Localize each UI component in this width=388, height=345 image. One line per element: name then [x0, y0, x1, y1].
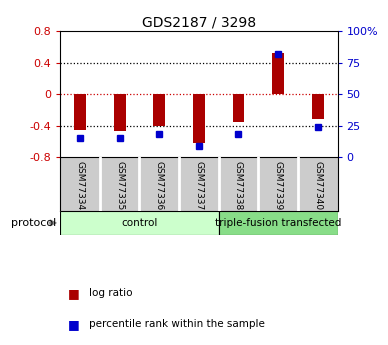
Text: GSM77337: GSM77337: [194, 161, 203, 211]
Bar: [74, 94, 86, 130]
Bar: [60, 211, 219, 235]
Text: GSM77334: GSM77334: [75, 161, 85, 210]
Text: triple-fusion transfected: triple-fusion transfected: [215, 218, 341, 228]
Bar: [114, 94, 126, 131]
Bar: [312, 94, 324, 119]
Text: ■: ■: [68, 318, 80, 331]
Text: ■: ■: [68, 287, 80, 300]
Text: GSM77338: GSM77338: [234, 161, 243, 211]
Bar: [153, 94, 165, 126]
Text: protocol: protocol: [11, 218, 56, 228]
Text: percentile rank within the sample: percentile rank within the sample: [89, 319, 265, 329]
Text: GSM77335: GSM77335: [115, 161, 124, 211]
Text: GSM77339: GSM77339: [274, 161, 282, 211]
Title: GDS2187 / 3298: GDS2187 / 3298: [142, 16, 256, 30]
Text: control: control: [121, 218, 158, 228]
Bar: [232, 94, 244, 122]
Bar: [193, 94, 205, 143]
Text: log ratio: log ratio: [89, 288, 133, 298]
Bar: [219, 211, 338, 235]
Bar: [272, 53, 284, 94]
Text: GSM77340: GSM77340: [313, 161, 322, 210]
Text: GSM77336: GSM77336: [155, 161, 164, 211]
